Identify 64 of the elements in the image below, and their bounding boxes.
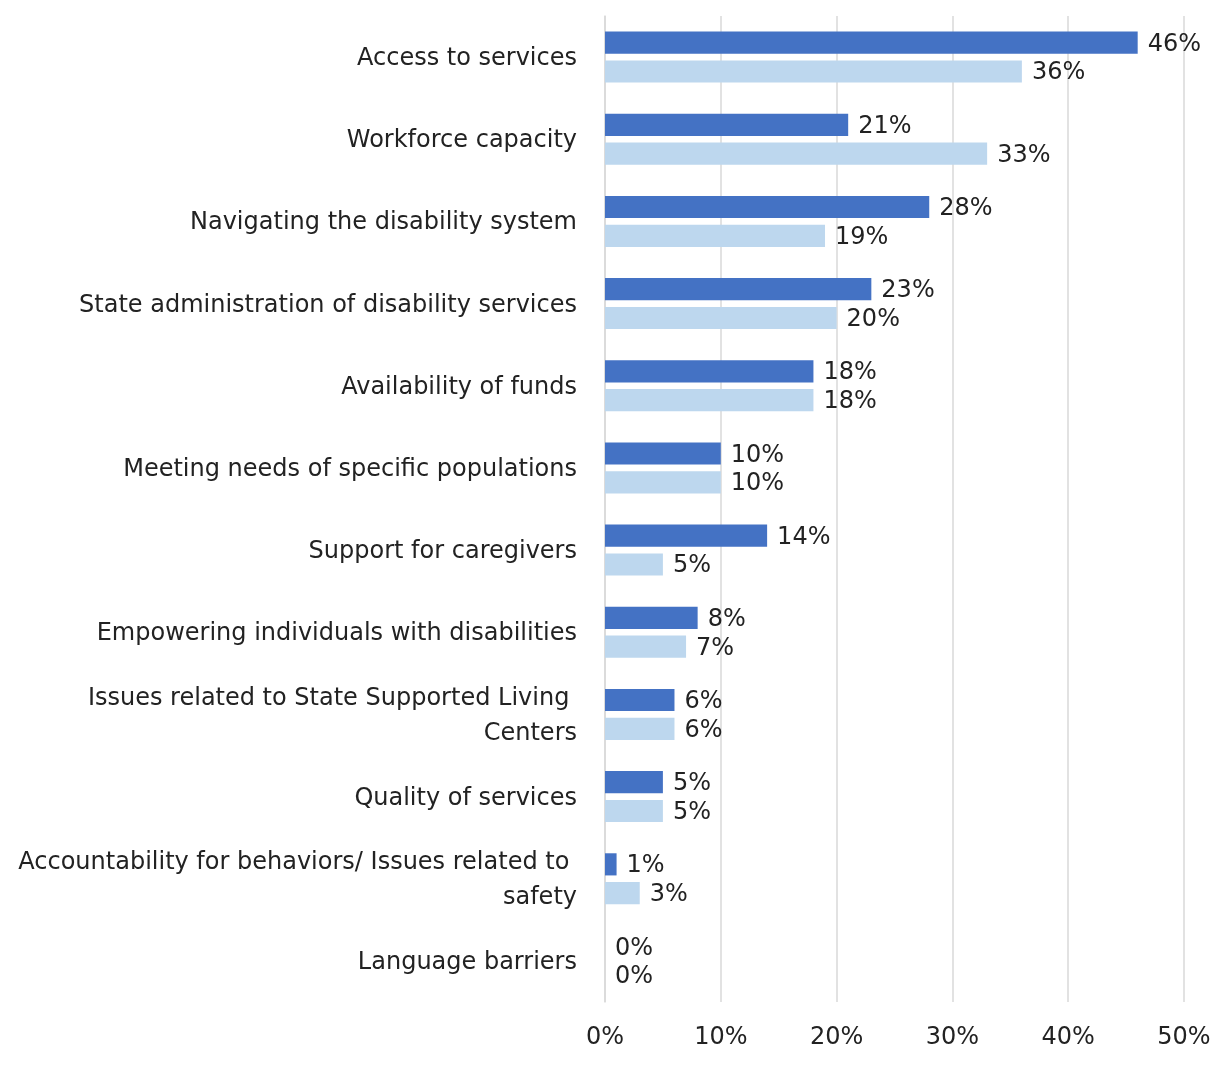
data-label: 36% [1031, 57, 1086, 86]
y-tick-label: Workforce capacity [346, 125, 577, 154]
data-label: 6% [684, 686, 723, 715]
bar [605, 389, 814, 412]
data-label: 19% [835, 221, 889, 250]
data-label: 33% [997, 139, 1051, 168]
y-tick-label: Issues related to State Supported Living Centers [87, 682, 577, 746]
y-tick-label: State administration of disability services [79, 289, 577, 318]
y-tick-label: Meeting needs of specific populations [123, 453, 577, 482]
data-label: 8% [707, 603, 746, 632]
y-tick-label: Availability of funds [341, 371, 577, 400]
x-tick-label: 10% [694, 1022, 748, 1050]
x-tick-label: 0% [585, 1022, 625, 1050]
bar [605, 635, 687, 658]
bar [605, 882, 640, 905]
bar [605, 224, 826, 247]
data-label: 28% [939, 193, 993, 222]
data-label: 5% [672, 550, 711, 579]
data-label: 0% [615, 961, 654, 990]
x-tick-label: 20% [809, 1022, 864, 1050]
x-tick-label: 30% [925, 1022, 980, 1050]
bar [605, 278, 872, 301]
bar [605, 113, 849, 136]
bar [605, 799, 663, 823]
data-label: 5% [672, 796, 711, 825]
y-tick-label: Access to services [357, 43, 577, 72]
data-label: 20% [846, 303, 900, 332]
data-label: 5% [672, 768, 711, 797]
bar [605, 471, 721, 494]
data-label: 23% [881, 275, 935, 304]
data-label: 6% [684, 714, 723, 743]
data-label: 10% [730, 468, 785, 497]
data-label: 21% [858, 110, 912, 139]
y-tick-label: Language barriers [357, 946, 577, 975]
data-label: 46% [1147, 28, 1202, 57]
bar [605, 60, 1022, 83]
data-label: 18% [823, 386, 877, 415]
bar [605, 306, 837, 330]
data-label: 1% [626, 850, 665, 879]
y-tick-label: Quality of services [354, 782, 577, 811]
data-label: 10% [730, 439, 785, 468]
y-tick-label: Support for caregivers [308, 536, 577, 565]
bar [605, 771, 663, 794]
bar [605, 524, 768, 547]
data-label: 14% [777, 521, 831, 550]
bar [605, 553, 663, 576]
y-tick-label: Empowering individuals with disabilities [96, 618, 577, 647]
x-tick-label: 40% [1041, 1022, 1095, 1050]
bar [605, 688, 675, 712]
data-label: 18% [823, 357, 877, 386]
bar [605, 142, 988, 165]
data-label: 0% [615, 932, 654, 961]
bar [605, 195, 930, 219]
data-label: 7% [696, 632, 735, 661]
bar [605, 442, 721, 465]
y-tick-label: Accountability for behaviors/ Issues related to safety [18, 847, 577, 911]
bar [605, 360, 814, 383]
bar [605, 853, 617, 876]
bar [605, 31, 1138, 54]
bar [605, 606, 698, 629]
bar [605, 717, 675, 740]
data-label: 3% [649, 879, 688, 908]
x-tick-label: 50% [1157, 1022, 1211, 1050]
y-tick-label: Navigating the disability system [190, 207, 577, 236]
